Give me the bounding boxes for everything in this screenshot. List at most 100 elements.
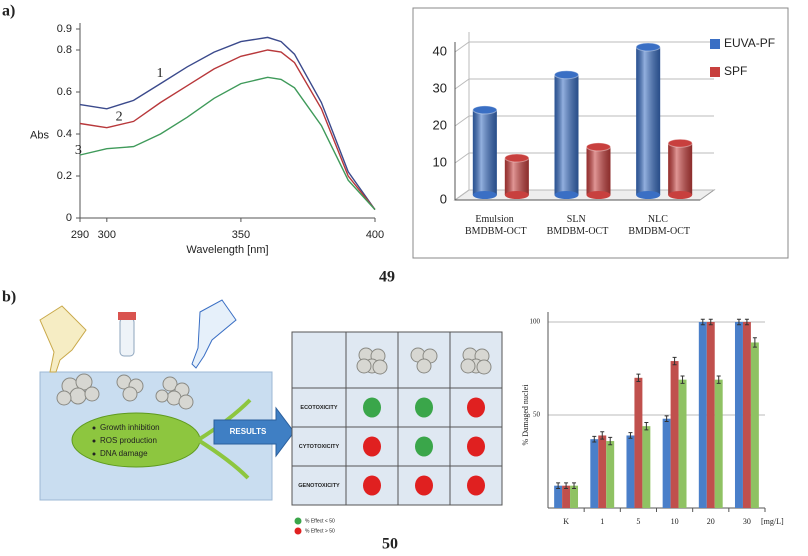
bar-cap [472,105,498,115]
particle-icon [356,358,372,374]
results-table: ECOTOXICITY CYTOTOXICITY GENOTOXICITY % Eff… [291,331,503,535]
bar [678,379,687,508]
error-bar [716,375,721,384]
bar [698,322,707,508]
curve-label: 3 [75,143,82,158]
arrow-label: RESULTS [230,427,267,436]
row-label: ECOTOXICITY [300,405,338,411]
bar-base [472,191,497,199]
bar-base [504,191,529,199]
error-bar [672,356,677,366]
error-bar [664,415,669,423]
bar [590,439,599,508]
bar-base [636,191,661,199]
bar [606,441,615,508]
tube-icon [191,299,237,369]
bar-shine [668,143,693,195]
bar [706,322,715,508]
y-tick-label: 0.9 [57,23,72,35]
error-bar [700,318,705,326]
error-bar [636,373,641,383]
error-bar [736,318,741,326]
bar [634,377,643,508]
legend-dot [294,517,302,525]
x-tick-label: 290 [71,229,89,241]
x-tick-label: 10 [671,517,679,526]
legend-swatch [710,39,720,49]
particle-icon [372,359,388,375]
legend-label: % Effect < 50 [305,518,335,524]
bar [598,435,607,508]
result-dot [363,397,381,418]
result-dot [363,436,381,457]
y-tick-label: 0.2 [57,170,72,182]
caption: 49 [379,269,395,286]
grid-line [454,78,714,90]
error-bar [680,375,685,384]
bar-cap [635,42,661,52]
result-dot [415,475,433,496]
legend-label: % Effect > 50 [305,528,335,534]
x-tick-label: SLN BMDBM-OCT [547,214,609,237]
bar [626,435,635,508]
grid-line [454,189,714,201]
bar-base [668,191,693,199]
error-bar [644,421,649,431]
error-bar [564,482,569,489]
particle-icon [416,358,432,374]
y-axis-label: % Damaged nuclei [521,384,530,446]
x-tick-label: NLC BMDBM-OCT [628,214,690,237]
x-tick-label: 5 [636,517,640,526]
grid-line [454,41,714,53]
bar-shine [472,109,497,195]
row-label: GENOTOXICITY [298,483,340,489]
y-tick-label: 20 [433,117,447,132]
grid-line [454,115,714,127]
y-tick-label: 0 [440,191,447,206]
x-tick-label: 400 [366,229,384,241]
bar-cap [504,153,530,163]
error-bar [608,436,613,446]
curve-label: 1 [156,66,163,81]
particle-icon [476,359,492,375]
result-dot [467,436,485,457]
y-tick-label: 100 [530,318,541,326]
chart-frame [412,7,789,259]
bar-base [554,191,579,199]
line-series [79,49,376,211]
bar-base [586,191,611,199]
panel-label: a) [2,3,15,20]
y-axis-label: Abs [30,129,49,141]
bar [562,485,571,508]
bar-cap [554,70,579,80]
result-dot [415,436,433,457]
legend-label: EUVA-PF [724,36,775,50]
bar-cap [586,142,611,152]
bar-shine [504,158,529,195]
bar [742,322,751,508]
caption: 50 [382,536,398,553]
x-tick-label: 20 [707,517,715,526]
x-tick-label: 1 [600,517,604,526]
result-dot [467,397,485,418]
grid-line [454,152,714,164]
error-bar [592,435,597,443]
y-tick-label: 10 [433,154,447,169]
bar [750,342,759,508]
bar [670,361,679,508]
line-series [79,76,376,211]
error-bar [752,337,757,348]
row-label: CYTOTOXICITY [299,444,340,450]
line-series [79,36,376,211]
bar-shine [554,74,579,195]
result-dot [415,397,433,418]
bar [714,379,723,508]
particle-icon [460,358,476,374]
x-axis-label: Wavelength [nm] [186,244,268,256]
result-dot [363,475,381,496]
bar-cap [667,138,693,148]
effect-label: DNA damage [100,449,148,458]
x-axis-label: [mg/L] [761,517,784,526]
legend-label: SPF [724,64,747,78]
